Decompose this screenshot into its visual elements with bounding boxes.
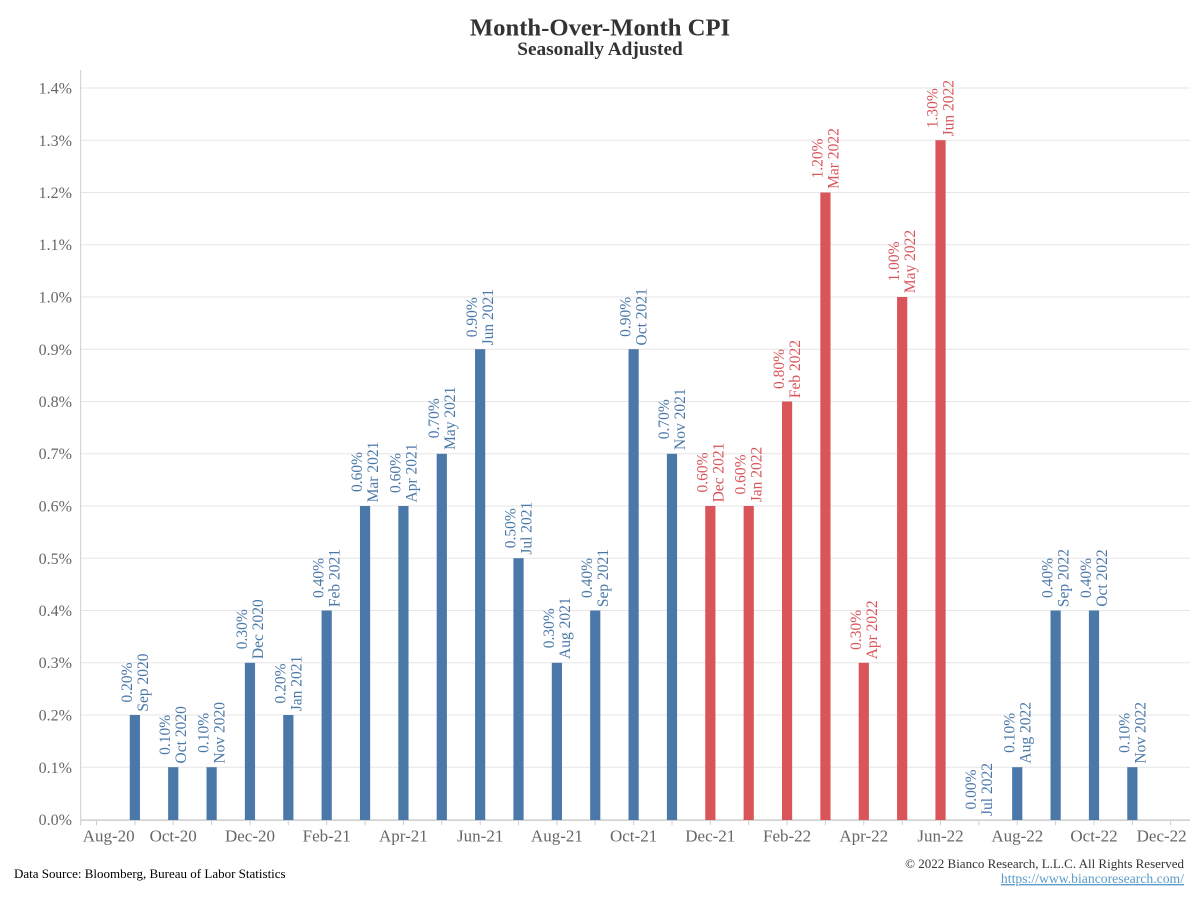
svg-text:0.20%: 0.20% bbox=[119, 662, 136, 702]
svg-text:0.30%: 0.30% bbox=[541, 608, 558, 648]
svg-text:0.40%: 0.40% bbox=[311, 558, 328, 598]
svg-text:0.60%: 0.60% bbox=[349, 452, 366, 492]
svg-text:Dec 2021: Dec 2021 bbox=[710, 443, 727, 503]
svg-text:Seasonally Adjusted: Seasonally Adjusted bbox=[517, 39, 683, 60]
svg-text:Data Source: Bloomberg, Bureau: Data Source: Bloomberg, Bureau of Labor … bbox=[14, 866, 286, 881]
svg-text:Feb 2022: Feb 2022 bbox=[787, 340, 804, 398]
svg-text:0.90%: 0.90% bbox=[464, 297, 481, 337]
svg-text:Oct-21: Oct-21 bbox=[610, 827, 657, 846]
svg-text:Apr-22: Apr-22 bbox=[839, 827, 888, 846]
svg-text:0.60%: 0.60% bbox=[694, 452, 711, 492]
svg-text:0.6%: 0.6% bbox=[39, 499, 72, 516]
svg-text:Aug 2021: Aug 2021 bbox=[557, 597, 574, 659]
svg-text:Jun-21: Jun-21 bbox=[457, 827, 503, 846]
svg-text:Apr-21: Apr-21 bbox=[379, 827, 428, 846]
svg-text:Jun 2021: Jun 2021 bbox=[480, 289, 497, 345]
svg-text:Oct 2022: Oct 2022 bbox=[1094, 549, 1111, 606]
svg-text:0.5%: 0.5% bbox=[39, 551, 72, 568]
svg-text:0.30%: 0.30% bbox=[234, 609, 251, 649]
svg-text:Sep 2022: Sep 2022 bbox=[1056, 549, 1073, 607]
svg-text:Jun 2022: Jun 2022 bbox=[941, 80, 958, 136]
svg-text:Nov 2020: Nov 2020 bbox=[212, 702, 229, 764]
svg-text:Aug-20: Aug-20 bbox=[83, 827, 135, 846]
svg-text:0.00%: 0.00% bbox=[963, 769, 980, 809]
svg-text:Feb 2021: Feb 2021 bbox=[327, 549, 344, 607]
svg-text:0.90%: 0.90% bbox=[618, 297, 635, 337]
svg-text:1.30%: 1.30% bbox=[925, 88, 942, 128]
svg-text:1.3%: 1.3% bbox=[39, 133, 72, 150]
svg-text:1.0%: 1.0% bbox=[39, 290, 72, 307]
svg-text:0.40%: 0.40% bbox=[1078, 558, 1095, 598]
svg-text:Aug-22: Aug-22 bbox=[991, 827, 1043, 846]
svg-text:Month-Over-Month CPI: Month-Over-Month CPI bbox=[470, 15, 730, 42]
svg-text:May 2021: May 2021 bbox=[442, 387, 459, 450]
svg-text:0.2%: 0.2% bbox=[39, 708, 72, 725]
svg-text:Dec-21: Dec-21 bbox=[685, 827, 735, 846]
svg-text:Oct-20: Oct-20 bbox=[150, 827, 197, 846]
svg-text:© 2022 Bianco Research, L.L.C.: © 2022 Bianco Research, L.L.C. All Right… bbox=[905, 856, 1184, 871]
svg-text:0.60%: 0.60% bbox=[733, 454, 750, 494]
svg-text:Mar 2022: Mar 2022 bbox=[825, 128, 842, 189]
svg-text:0.40%: 0.40% bbox=[1040, 558, 1057, 598]
svg-text:Oct-22: Oct-22 bbox=[1070, 827, 1117, 846]
svg-text:0.3%: 0.3% bbox=[39, 655, 72, 672]
svg-text:Jul 2021: Jul 2021 bbox=[519, 502, 536, 555]
svg-text:0.9%: 0.9% bbox=[39, 342, 72, 359]
svg-text:Oct 2021: Oct 2021 bbox=[634, 288, 651, 345]
svg-text:0.10%: 0.10% bbox=[157, 715, 174, 755]
svg-text:Apr 2022: Apr 2022 bbox=[864, 600, 881, 659]
svg-text:0.1%: 0.1% bbox=[39, 760, 72, 777]
svg-text:Jan 2022: Jan 2022 bbox=[749, 447, 766, 503]
svg-text:0.60%: 0.60% bbox=[387, 453, 404, 493]
svg-text:0.10%: 0.10% bbox=[1116, 713, 1133, 753]
svg-text:0.20%: 0.20% bbox=[272, 663, 289, 703]
svg-text:0.4%: 0.4% bbox=[39, 603, 72, 620]
svg-text:Apr 2021: Apr 2021 bbox=[403, 444, 420, 503]
svg-text:Jun-22: Jun-22 bbox=[917, 827, 963, 846]
svg-text:0.80%: 0.80% bbox=[771, 349, 788, 389]
svg-text:0.40%: 0.40% bbox=[579, 558, 596, 598]
svg-text:0.50%: 0.50% bbox=[503, 508, 520, 548]
svg-text:1.1%: 1.1% bbox=[39, 237, 72, 254]
svg-text:Sep 2020: Sep 2020 bbox=[135, 653, 152, 711]
svg-text:0.0%: 0.0% bbox=[39, 812, 72, 829]
svg-text:0.70%: 0.70% bbox=[656, 399, 673, 439]
svg-text:Dec-20: Dec-20 bbox=[225, 827, 275, 846]
svg-text:Aug 2022: Aug 2022 bbox=[1017, 702, 1034, 764]
svg-text:Jan 2021: Jan 2021 bbox=[288, 656, 305, 712]
svg-text:Feb-21: Feb-21 bbox=[303, 827, 351, 846]
svg-text:0.10%: 0.10% bbox=[1001, 713, 1018, 753]
svg-text:1.4%: 1.4% bbox=[39, 81, 72, 98]
svg-text:0.30%: 0.30% bbox=[848, 610, 865, 650]
svg-text:Jul 2022: Jul 2022 bbox=[979, 763, 996, 816]
svg-text:Dec 2020: Dec 2020 bbox=[250, 599, 267, 659]
svg-text:1.00%: 1.00% bbox=[886, 241, 903, 281]
svg-text:Aug-21: Aug-21 bbox=[531, 827, 583, 846]
svg-text:Mar 2021: Mar 2021 bbox=[365, 442, 382, 503]
svg-text:1.2%: 1.2% bbox=[39, 185, 72, 202]
svg-text:0.7%: 0.7% bbox=[39, 446, 72, 463]
svg-text:https://www.biancoresearch.com: https://www.biancoresearch.com/ bbox=[1001, 871, 1184, 886]
svg-text:1.20%: 1.20% bbox=[809, 138, 826, 178]
svg-text:0.70%: 0.70% bbox=[426, 398, 443, 438]
svg-text:Nov 2021: Nov 2021 bbox=[672, 388, 689, 450]
svg-text:May 2022: May 2022 bbox=[902, 230, 919, 293]
svg-text:Dec-22: Dec-22 bbox=[1137, 827, 1187, 846]
svg-text:Nov 2022: Nov 2022 bbox=[1132, 702, 1149, 764]
svg-text:Oct 2020: Oct 2020 bbox=[173, 706, 190, 764]
svg-text:Feb-22: Feb-22 bbox=[763, 827, 811, 846]
svg-text:Sep 2021: Sep 2021 bbox=[595, 549, 612, 607]
svg-text:0.8%: 0.8% bbox=[39, 394, 72, 411]
svg-text:0.10%: 0.10% bbox=[196, 713, 213, 753]
